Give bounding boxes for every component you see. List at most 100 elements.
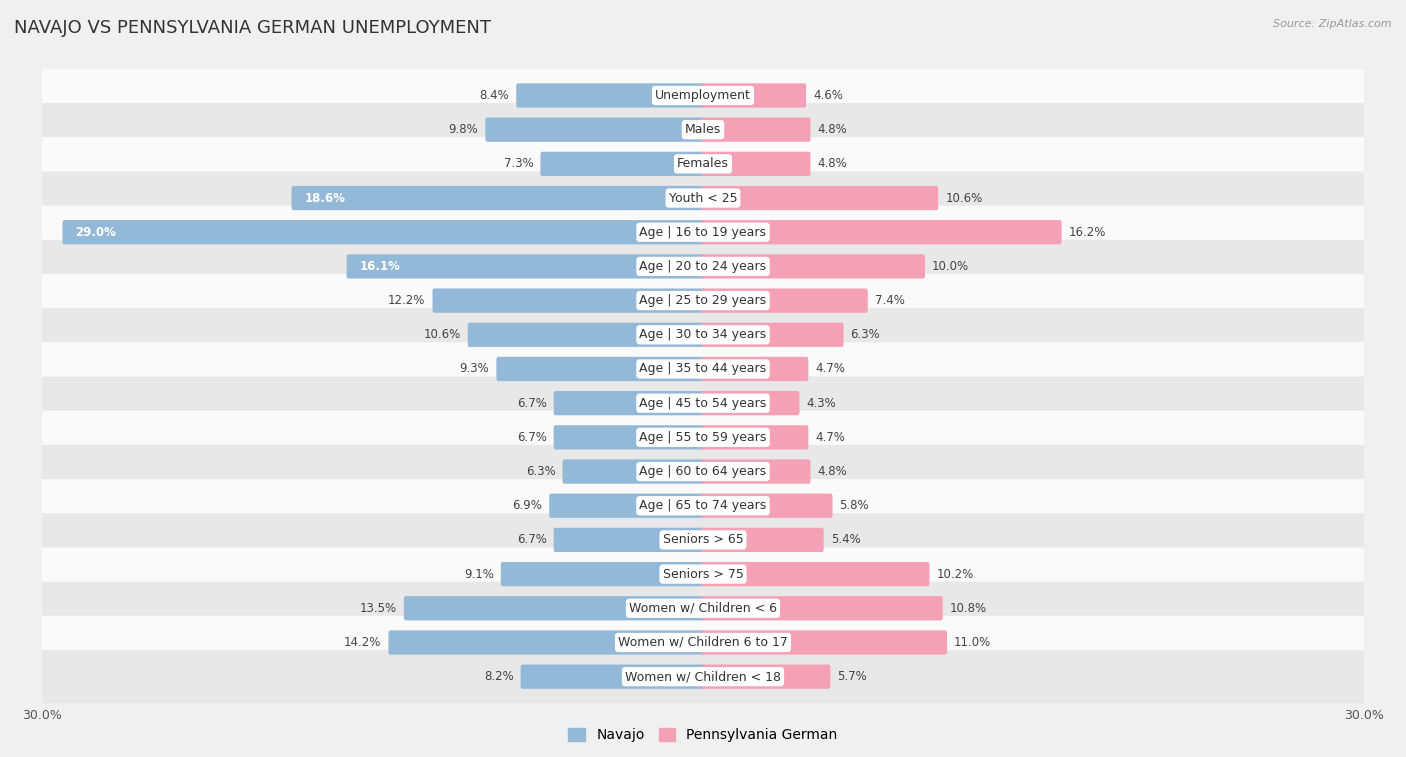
FancyBboxPatch shape	[35, 69, 1371, 122]
Text: Seniors > 65: Seniors > 65	[662, 534, 744, 547]
FancyBboxPatch shape	[35, 615, 1371, 669]
Text: Age | 55 to 59 years: Age | 55 to 59 years	[640, 431, 766, 444]
Text: 5.4%: 5.4%	[831, 534, 860, 547]
Text: Age | 60 to 64 years: Age | 60 to 64 years	[640, 465, 766, 478]
FancyBboxPatch shape	[35, 513, 1371, 566]
FancyBboxPatch shape	[35, 650, 1371, 703]
FancyBboxPatch shape	[702, 83, 806, 107]
FancyBboxPatch shape	[35, 206, 1371, 259]
FancyBboxPatch shape	[702, 220, 1062, 245]
FancyBboxPatch shape	[433, 288, 704, 313]
Text: 4.6%: 4.6%	[813, 89, 844, 102]
FancyBboxPatch shape	[702, 151, 810, 176]
Text: Source: ZipAtlas.com: Source: ZipAtlas.com	[1274, 19, 1392, 29]
FancyBboxPatch shape	[702, 597, 942, 621]
FancyBboxPatch shape	[702, 357, 808, 381]
FancyBboxPatch shape	[550, 494, 704, 518]
Text: Women w/ Children < 18: Women w/ Children < 18	[626, 670, 780, 683]
Text: 10.6%: 10.6%	[945, 192, 983, 204]
FancyBboxPatch shape	[35, 479, 1371, 532]
FancyBboxPatch shape	[35, 547, 1371, 601]
FancyBboxPatch shape	[702, 288, 868, 313]
FancyBboxPatch shape	[347, 254, 704, 279]
Text: 4.7%: 4.7%	[815, 431, 845, 444]
Text: 4.8%: 4.8%	[817, 465, 848, 478]
FancyBboxPatch shape	[35, 445, 1371, 498]
Text: 10.6%: 10.6%	[423, 329, 461, 341]
FancyBboxPatch shape	[35, 137, 1371, 191]
FancyBboxPatch shape	[404, 597, 704, 621]
FancyBboxPatch shape	[554, 425, 704, 450]
FancyBboxPatch shape	[496, 357, 704, 381]
Text: Age | 16 to 19 years: Age | 16 to 19 years	[640, 226, 766, 238]
FancyBboxPatch shape	[702, 254, 925, 279]
Legend: Navajo, Pennsylvania German: Navajo, Pennsylvania German	[562, 723, 844, 748]
Text: Unemployment: Unemployment	[655, 89, 751, 102]
Text: Age | 35 to 44 years: Age | 35 to 44 years	[640, 363, 766, 375]
FancyBboxPatch shape	[35, 240, 1371, 293]
FancyBboxPatch shape	[35, 274, 1371, 327]
FancyBboxPatch shape	[702, 562, 929, 586]
FancyBboxPatch shape	[702, 117, 810, 142]
FancyBboxPatch shape	[702, 391, 800, 416]
FancyBboxPatch shape	[702, 186, 938, 210]
Text: 6.9%: 6.9%	[512, 499, 543, 512]
FancyBboxPatch shape	[468, 322, 704, 347]
Text: 9.8%: 9.8%	[449, 123, 478, 136]
Text: 6.7%: 6.7%	[517, 534, 547, 547]
Text: Age | 65 to 74 years: Age | 65 to 74 years	[640, 499, 766, 512]
Text: 6.3%: 6.3%	[851, 329, 880, 341]
FancyBboxPatch shape	[562, 459, 704, 484]
FancyBboxPatch shape	[516, 83, 704, 107]
Text: Seniors > 75: Seniors > 75	[662, 568, 744, 581]
Text: Males: Males	[685, 123, 721, 136]
Text: 5.7%: 5.7%	[838, 670, 868, 683]
Text: Youth < 25: Youth < 25	[669, 192, 737, 204]
Text: 10.0%: 10.0%	[932, 260, 969, 273]
Text: 6.7%: 6.7%	[517, 431, 547, 444]
Text: 4.7%: 4.7%	[815, 363, 845, 375]
FancyBboxPatch shape	[35, 308, 1371, 361]
Text: 9.1%: 9.1%	[464, 568, 494, 581]
Text: 9.3%: 9.3%	[460, 363, 489, 375]
FancyBboxPatch shape	[702, 494, 832, 518]
FancyBboxPatch shape	[35, 342, 1371, 396]
FancyBboxPatch shape	[35, 411, 1371, 464]
Text: Women w/ Children 6 to 17: Women w/ Children 6 to 17	[619, 636, 787, 649]
Text: 12.2%: 12.2%	[388, 294, 426, 307]
Text: Females: Females	[678, 157, 728, 170]
Text: 18.6%: 18.6%	[304, 192, 346, 204]
Text: 8.4%: 8.4%	[479, 89, 509, 102]
Text: 14.2%: 14.2%	[344, 636, 381, 649]
FancyBboxPatch shape	[702, 631, 948, 655]
FancyBboxPatch shape	[62, 220, 704, 245]
FancyBboxPatch shape	[554, 528, 704, 552]
FancyBboxPatch shape	[702, 322, 844, 347]
FancyBboxPatch shape	[702, 459, 810, 484]
Text: 16.2%: 16.2%	[1069, 226, 1107, 238]
FancyBboxPatch shape	[35, 581, 1371, 635]
FancyBboxPatch shape	[702, 528, 824, 552]
FancyBboxPatch shape	[554, 391, 704, 416]
Text: NAVAJO VS PENNSYLVANIA GERMAN UNEMPLOYMENT: NAVAJO VS PENNSYLVANIA GERMAN UNEMPLOYME…	[14, 19, 491, 37]
Text: 4.8%: 4.8%	[817, 123, 848, 136]
Text: Age | 30 to 34 years: Age | 30 to 34 years	[640, 329, 766, 341]
Text: 13.5%: 13.5%	[360, 602, 396, 615]
FancyBboxPatch shape	[388, 631, 704, 655]
FancyBboxPatch shape	[485, 117, 704, 142]
Text: Age | 45 to 54 years: Age | 45 to 54 years	[640, 397, 766, 410]
FancyBboxPatch shape	[35, 103, 1371, 157]
Text: 16.1%: 16.1%	[360, 260, 401, 273]
Text: 4.3%: 4.3%	[807, 397, 837, 410]
Text: 6.7%: 6.7%	[517, 397, 547, 410]
FancyBboxPatch shape	[291, 186, 704, 210]
Text: 29.0%: 29.0%	[75, 226, 117, 238]
FancyBboxPatch shape	[35, 171, 1371, 225]
FancyBboxPatch shape	[702, 425, 808, 450]
Text: 8.2%: 8.2%	[484, 670, 513, 683]
Text: 7.4%: 7.4%	[875, 294, 904, 307]
Text: 6.3%: 6.3%	[526, 465, 555, 478]
FancyBboxPatch shape	[501, 562, 704, 586]
Text: 7.3%: 7.3%	[503, 157, 533, 170]
Text: 11.0%: 11.0%	[955, 636, 991, 649]
